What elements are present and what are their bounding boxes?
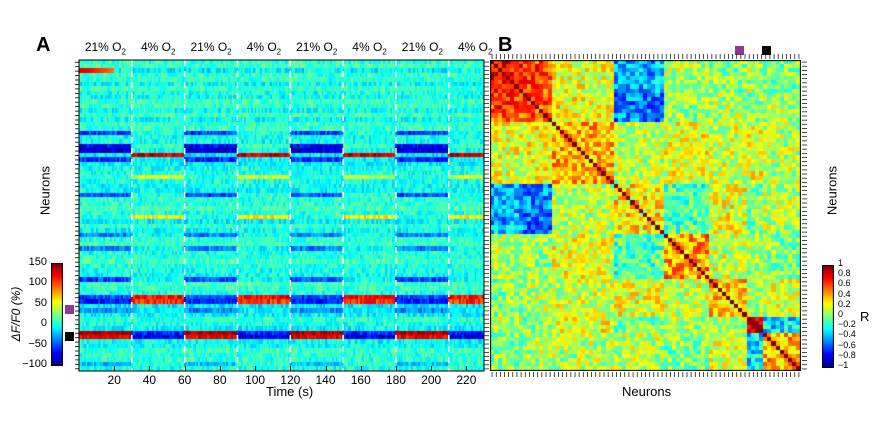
condition-label: 21% O2 xyxy=(84,40,126,57)
time-tick-label: 160 xyxy=(350,373,371,387)
condition-label: 21% O2 xyxy=(401,40,443,57)
panel-a-letter: A xyxy=(36,34,51,56)
colorbar-tick-label: −1 xyxy=(838,360,849,370)
time-tick-label: 100 xyxy=(245,373,266,387)
purple-cluster-marker xyxy=(65,305,74,314)
neuron-row-ticks xyxy=(75,61,79,370)
activity-heatmap xyxy=(79,60,484,371)
purple-cluster-marker-b xyxy=(735,46,744,55)
colorbar-tick-label: 150 xyxy=(28,256,47,268)
activity-colorbar-label: ΔF/F0 (%) xyxy=(9,286,23,342)
condition-label: 4% O2 xyxy=(457,40,493,57)
time-tick-mark xyxy=(325,366,327,371)
colorbar-tick-label: −0.6 xyxy=(838,339,856,350)
black-cluster-marker xyxy=(65,332,74,341)
neurons-y-label-b: Neurons xyxy=(824,165,840,216)
colorbar-tick-label: 0.8 xyxy=(838,268,851,279)
colorbar-tick-label: 0.6 xyxy=(838,278,851,289)
colorbar-tick-label: −0.4 xyxy=(838,329,856,340)
panel-b-letter: B xyxy=(498,34,513,56)
neurons-x-label-b: Neurons xyxy=(622,384,672,399)
colorbar-tick-label: 100 xyxy=(28,276,47,289)
condition-label: 21% O2 xyxy=(190,40,232,57)
time-tick-mark xyxy=(255,366,257,371)
time-tick-label: 120 xyxy=(280,373,301,387)
black-cluster-marker-b xyxy=(762,46,771,55)
time-tick-mark xyxy=(149,366,151,371)
colorbar-tick-label: 0.2 xyxy=(838,298,851,309)
colorbar-tick-label: 1 xyxy=(838,258,844,268)
colorbar-tick-label: −100 xyxy=(22,358,47,370)
colorbar-tick-label: −50 xyxy=(28,337,47,350)
correlation-matrix xyxy=(490,60,801,371)
neurons-y-label-a: Neurons xyxy=(37,165,53,216)
time-tick-mark xyxy=(114,366,116,371)
colorbar-tick-label: 0 xyxy=(40,317,47,330)
time-tick-mark xyxy=(431,366,433,371)
time-tick-label: 220 xyxy=(456,373,477,387)
activity-heatmap-overlay xyxy=(78,59,485,372)
condition-label: 21% O2 xyxy=(296,40,338,57)
condition-label: 4% O2 xyxy=(141,40,176,57)
correlation-colorbar xyxy=(822,265,834,368)
colorbar-tick-label: −0.8 xyxy=(838,349,856,360)
activity-colorbar xyxy=(51,263,63,366)
time-tick-mark xyxy=(466,366,468,371)
time-tick-mark xyxy=(395,366,397,371)
time-tick-label: 40 xyxy=(142,373,157,387)
time-tick-label: 80 xyxy=(213,373,227,387)
colorbar-tick-label: 0 xyxy=(838,309,844,319)
time-tick-label: 200 xyxy=(421,373,442,387)
correlation-colorbar-label: R xyxy=(860,309,870,324)
condition-label: 4% O2 xyxy=(246,40,282,57)
time-tick-mark xyxy=(360,366,362,371)
time-tick-label: 140 xyxy=(315,373,336,387)
colorbar-tick-label: −0.2 xyxy=(838,319,856,330)
time-tick-label: 60 xyxy=(177,373,192,387)
time-axis-label: Time (s) xyxy=(266,384,314,399)
time-tick-label: 180 xyxy=(385,373,406,387)
time-tick-label: 20 xyxy=(107,373,121,387)
condition-label: 4% O2 xyxy=(352,40,387,57)
plot-frame xyxy=(78,59,485,372)
time-tick-mark xyxy=(219,366,221,371)
colorbar-tick-label: 50 xyxy=(34,296,47,309)
colorbar-tick-label: 0.4 xyxy=(838,288,851,299)
time-tick-mark xyxy=(184,366,186,371)
time-tick-mark xyxy=(290,366,292,371)
correlation-matrix-ticks xyxy=(484,54,807,377)
